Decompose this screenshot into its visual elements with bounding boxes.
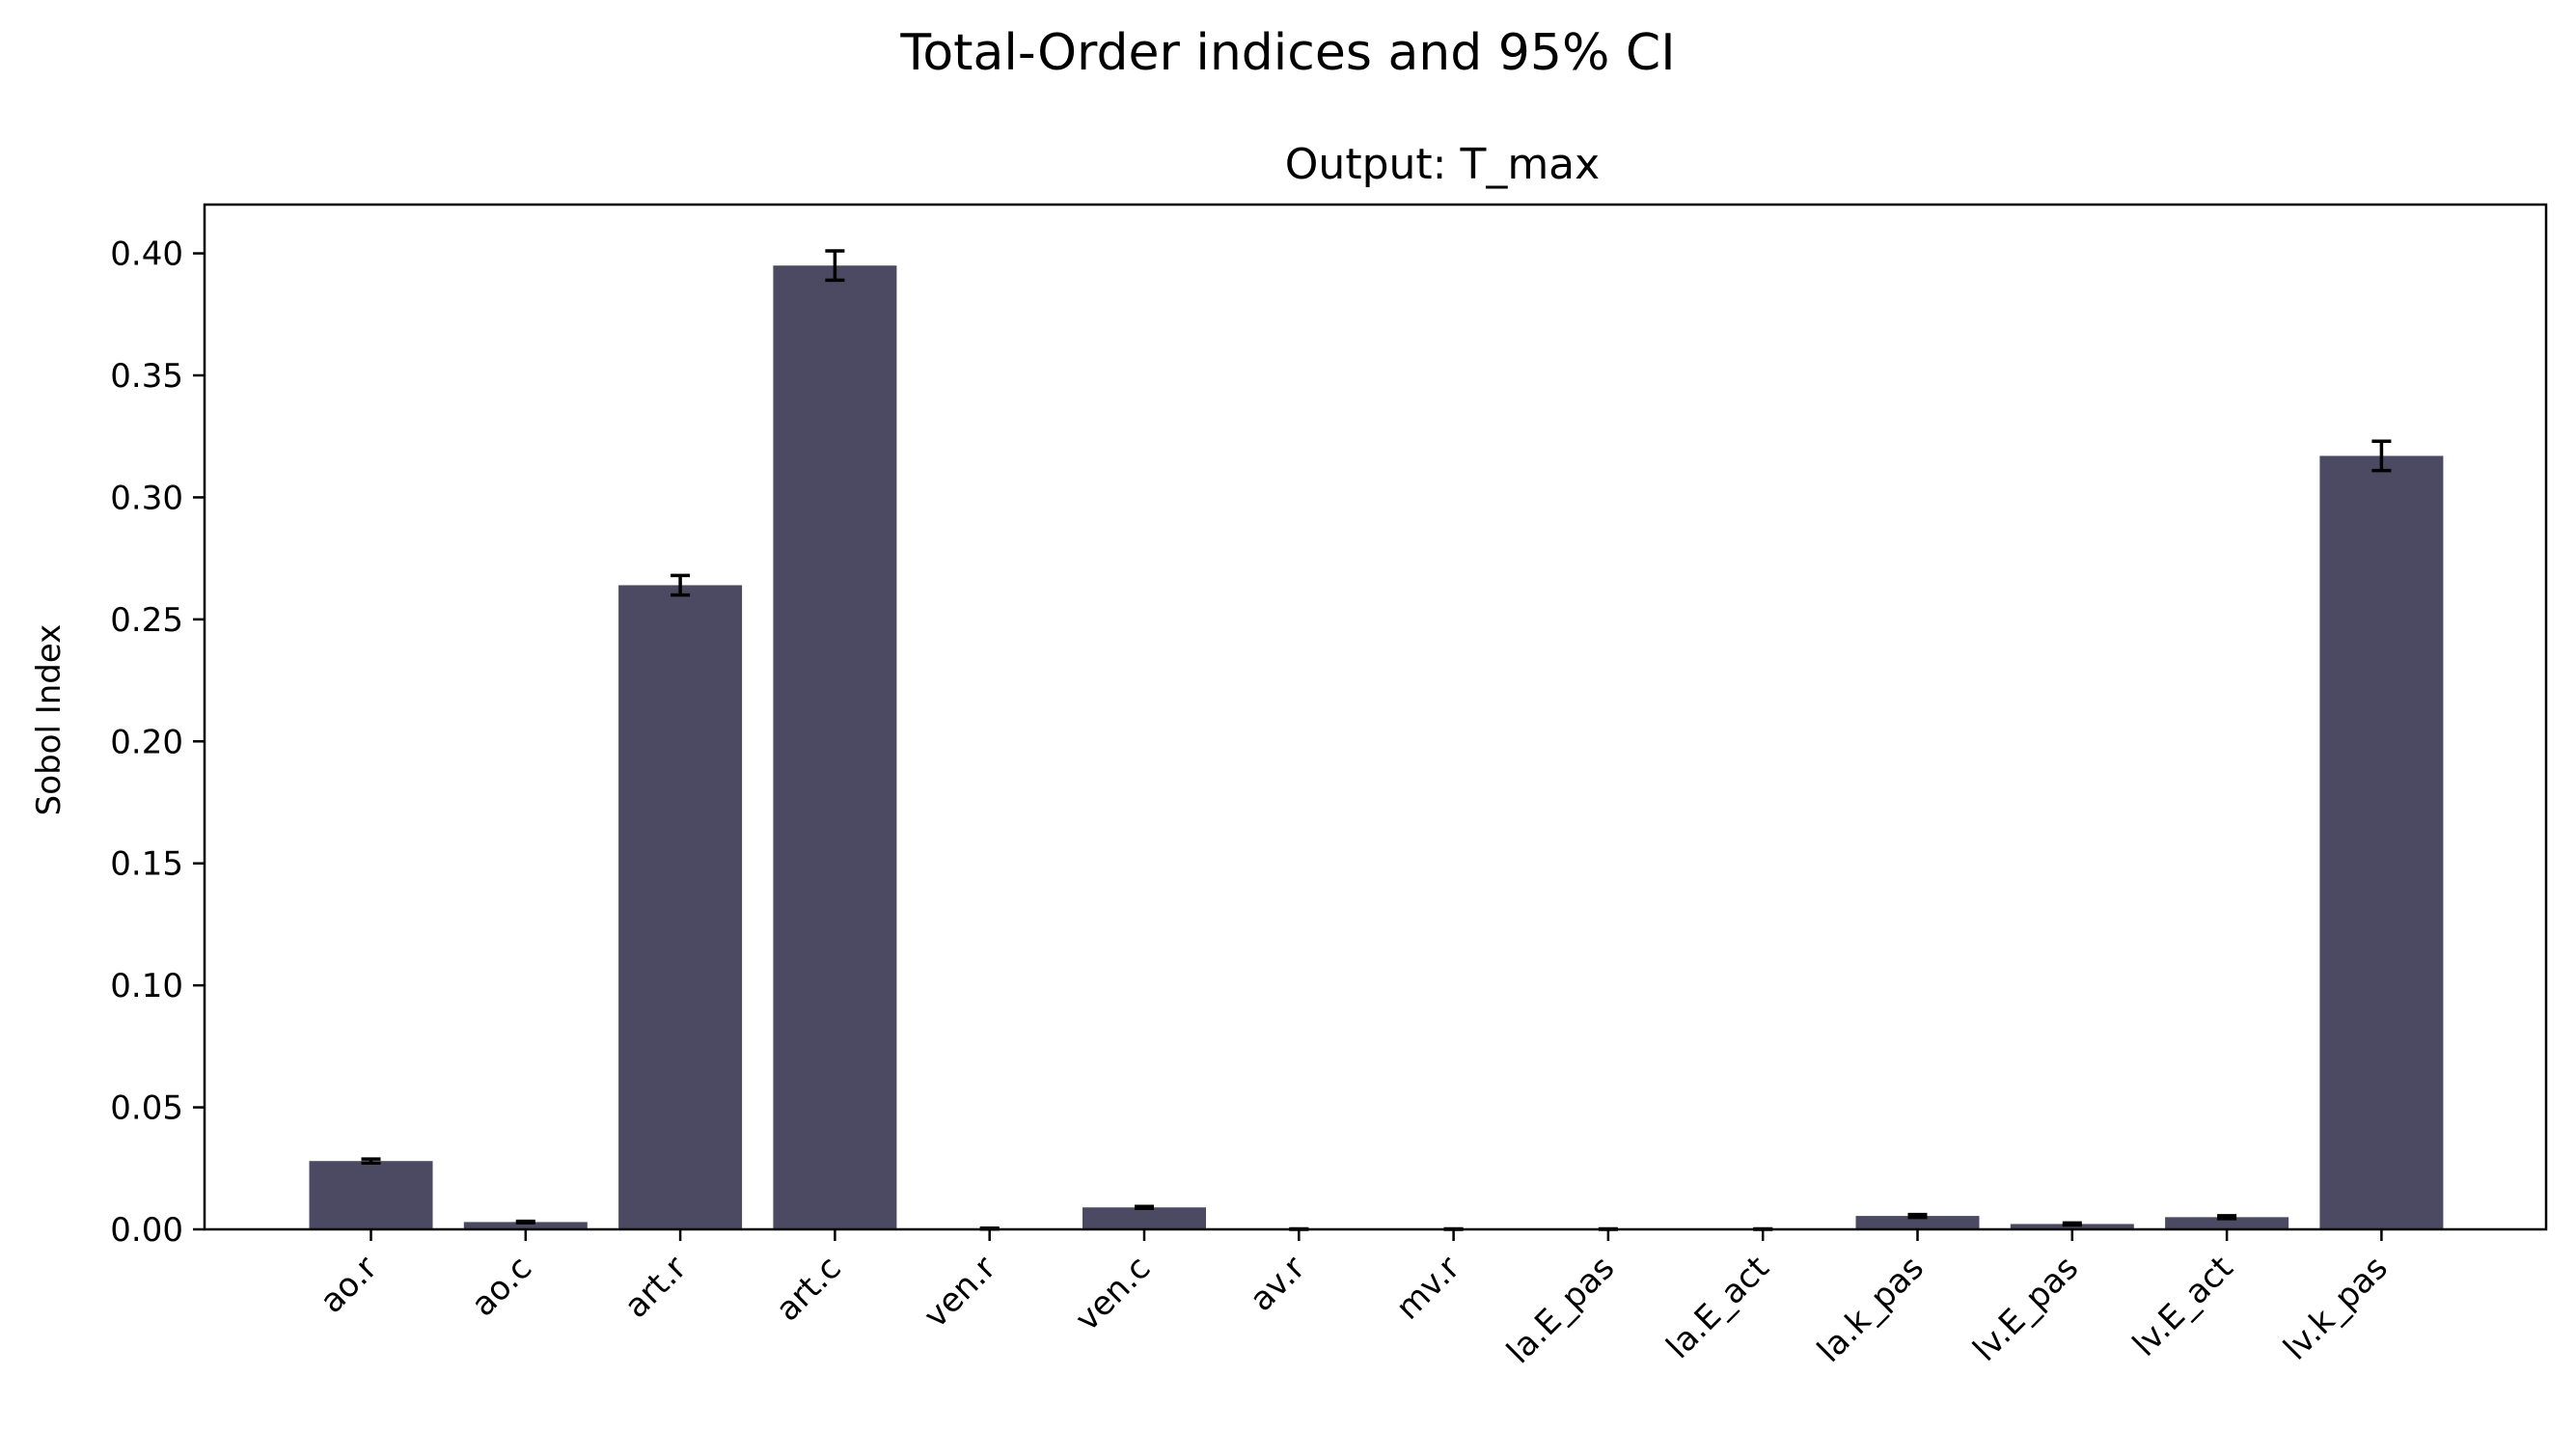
y-axis-label: Sobol Index [30, 624, 69, 816]
error-bars-group [361, 249, 2392, 1231]
bar-ao.c [463, 1222, 588, 1229]
error-bar-la.k_pas [1907, 1212, 1928, 1220]
x-tick-label-ao.c: ao.c [464, 1249, 539, 1324]
error-bar-lv.E_pas [2062, 1221, 2082, 1227]
x-tick-label-la.E_act: la.E_act [1659, 1249, 1777, 1366]
bars-group [309, 265, 2444, 1229]
chart-suptitle: Total-Order indices and 95% CI [899, 24, 1675, 82]
bar-ao.r [309, 1161, 433, 1229]
plot-frame [203, 203, 2548, 1231]
x-tick-label-ao.r: ao.r [313, 1249, 385, 1321]
y-tick-label: 0.20 [110, 723, 183, 761]
bar-art.r [618, 585, 743, 1229]
y-tick-label: 0.35 [110, 357, 183, 396]
error-bar-art.c [825, 249, 845, 283]
x-tick-label-lv.E_pas: lv.E_pas [1965, 1249, 2086, 1369]
x-tick-label-lv.k_pas: lv.k_pas [2276, 1249, 2395, 1367]
error-bar-ao.c [515, 1219, 535, 1225]
x-tick-label-ven.c: ven.c [1068, 1249, 1158, 1338]
y-tick-label: 0.15 [110, 845, 183, 884]
x-tick-label-ven.r: ven.r [917, 1249, 1003, 1336]
error-bar-ven.c [1135, 1204, 1154, 1211]
y-tick-label: 0.30 [110, 479, 183, 517]
y-tick-label: 0.10 [110, 967, 183, 1005]
error-bar-lv.E_act [2217, 1214, 2237, 1221]
bar-lv.E_pas [2010, 1224, 2134, 1229]
x-tick-label-art.r: art.r [617, 1249, 695, 1326]
x-tick-label-la.E_pas: la.E_pas [1499, 1249, 1622, 1371]
error-bar-ao.r [361, 1157, 381, 1165]
bar-la.k_pas [1855, 1216, 1980, 1229]
bar-lv.E_act [2165, 1217, 2289, 1229]
y-tick-label: 0.40 [110, 235, 183, 274]
bar-art.c [773, 265, 897, 1229]
bar-lv.k_pas [2319, 455, 2444, 1229]
bar-ven.c [1082, 1207, 1206, 1229]
x-ticks-group: ao.r ao.c art.r art.c ven.r ven.c av.r mv.r la.E… [313, 1229, 2396, 1371]
chart-title: Output: T_max [1285, 140, 1600, 189]
y-tick-label: 0.25 [110, 601, 183, 640]
x-tick-label-lv.E_act: lv.E_act [2125, 1249, 2241, 1364]
x-tick-label-la.k_pas: la.k_pas [1810, 1249, 1932, 1370]
x-tick-label-art.c: art.c [769, 1249, 849, 1329]
x-tick-label-av.r: av.r [1243, 1249, 1313, 1319]
error-bar-lv.k_pas [2371, 439, 2392, 473]
x-tick-label-mv.r: mv.r [1388, 1249, 1467, 1328]
error-bar-art.r [671, 573, 691, 597]
y-tick-label: 0.00 [110, 1211, 183, 1250]
y-tick-label: 0.05 [110, 1089, 183, 1128]
y-ticks-group: 0.00 0.05 0.10 0.15 0.20 0.25 0.30 0.35 0.40 [110, 235, 205, 1250]
